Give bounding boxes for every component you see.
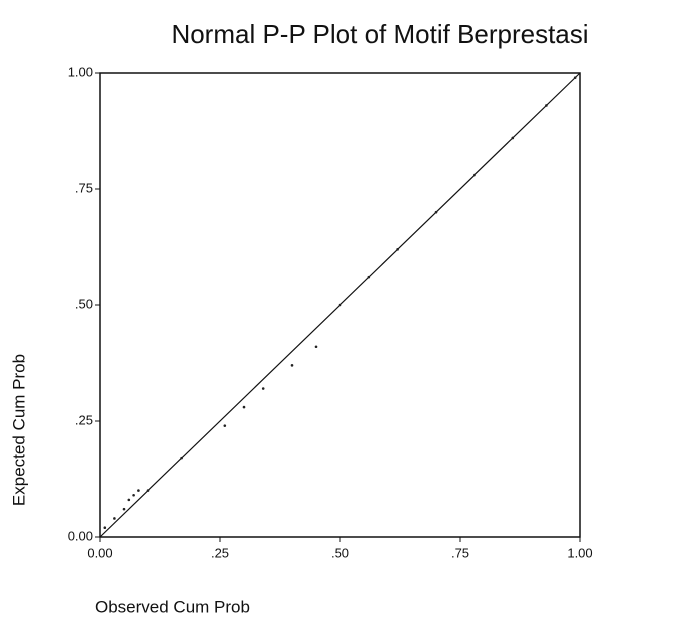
x-tick-label: .50 bbox=[331, 545, 349, 560]
point bbox=[545, 104, 548, 107]
x-tick-label: .75 bbox=[451, 545, 469, 560]
point bbox=[290, 364, 294, 367]
point bbox=[314, 345, 318, 349]
point bbox=[473, 173, 476, 177]
point bbox=[434, 210, 438, 214]
y-tick-label: 1.00 bbox=[68, 64, 93, 79]
y-tick-label: .50 bbox=[75, 296, 93, 311]
point bbox=[127, 498, 131, 502]
point bbox=[137, 489, 140, 492]
point bbox=[396, 248, 399, 251]
x-tick-label: .25 bbox=[211, 545, 229, 560]
point bbox=[338, 303, 342, 307]
point bbox=[242, 405, 246, 409]
point bbox=[103, 526, 107, 530]
point bbox=[367, 275, 371, 279]
y-tick-label: .25 bbox=[75, 412, 93, 427]
y-tick-label: 0.00 bbox=[68, 528, 93, 543]
x-tick-label: 1.00 bbox=[567, 545, 592, 560]
point bbox=[511, 136, 515, 140]
point bbox=[573, 76, 577, 79]
point bbox=[132, 493, 135, 497]
chart-title: Normal P-P Plot of Motif Berprestasi bbox=[171, 19, 588, 49]
x-tick-label: 0.00 bbox=[87, 545, 112, 560]
point bbox=[180, 456, 183, 460]
point bbox=[113, 517, 116, 520]
point bbox=[261, 387, 265, 390]
point bbox=[223, 424, 227, 427]
y-axis-label: Expected Cum Prob bbox=[9, 354, 28, 506]
x-axis-label: Observed Cum Prob bbox=[95, 597, 250, 616]
point bbox=[146, 489, 150, 492]
y-tick-label: .75 bbox=[75, 180, 93, 195]
point bbox=[122, 507, 126, 511]
